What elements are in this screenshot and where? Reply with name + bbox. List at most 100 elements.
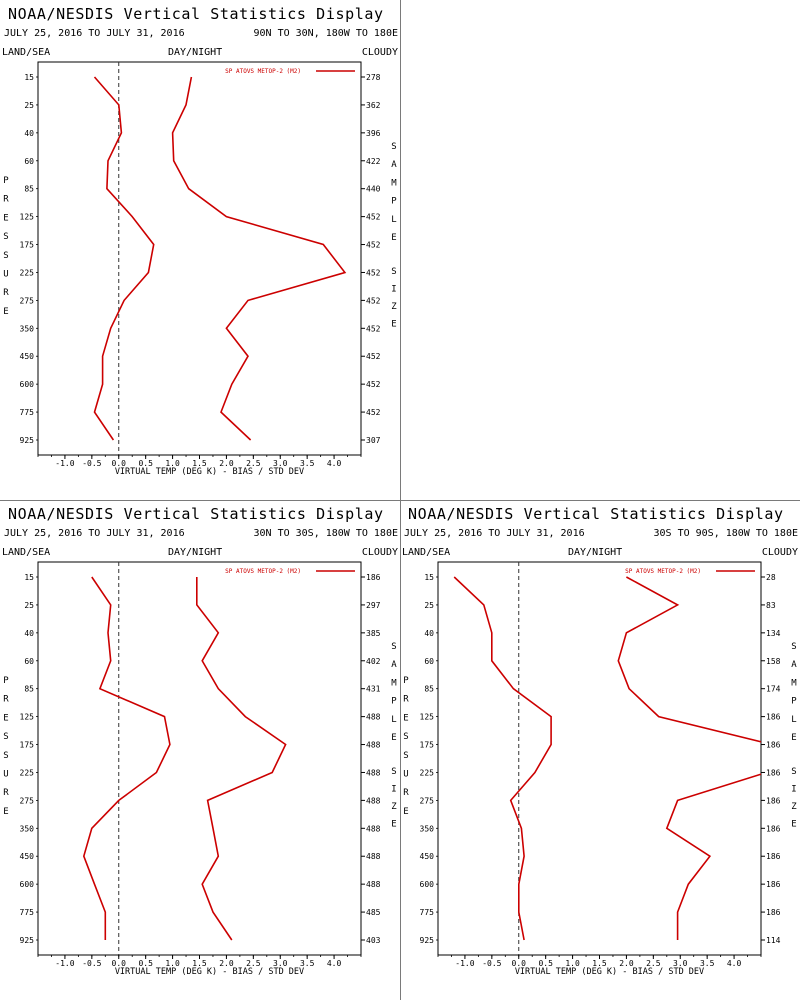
vertical-profile-chart: -1.0 -0.5 0.0 0.5 1.0 1.5 2.0 2.5 3.0 3.5 4.0 VIRTU… [403, 561, 797, 977]
series-line-bias [82, 576, 171, 940]
sample-size-label: 297 [366, 601, 381, 610]
sample-size-label: 422 [366, 157, 381, 166]
legend-label: SP ATOVS METOP-2 (M2) [225, 68, 301, 75]
x-tick-label: 1.0 [565, 959, 580, 968]
x-tick-label: 4.0 [727, 959, 742, 968]
pressure-tick-label: 450 [420, 852, 435, 861]
x-tick-label: 0.0 [512, 959, 527, 968]
pressure-tick-label: 125 [420, 713, 435, 722]
sample-axis-letter: A [391, 660, 397, 670]
sample-size-label: 385 [366, 629, 381, 638]
sample-axis-letter: P [391, 697, 397, 707]
series-line-std-dev [196, 577, 287, 941]
x-tick-label: 2.0 [619, 959, 634, 968]
x-tick-label: 0.0 [112, 459, 127, 468]
sample-size-label: 362 [366, 101, 381, 110]
pressure-tick-label: 450 [20, 852, 35, 861]
panel-title: NOAA/NESDIS Vertical Statistics Display [8, 5, 384, 23]
x-tick-label: 1.5 [192, 459, 207, 468]
land-sea-label: LAND/SEA [2, 47, 51, 58]
sample-size-label: 186 [766, 880, 781, 889]
pressure-axis-letter: R [3, 788, 9, 798]
pressure-tick-label: 600 [20, 380, 35, 389]
x-tick-label: 3.5 [700, 959, 715, 968]
region-label: 90N TO 30N, 180W TO 180E [253, 28, 399, 39]
sample-size-label: 158 [766, 657, 781, 666]
pressure-tick-label: 25 [424, 601, 434, 610]
x-tick-label: 0.5 [138, 959, 153, 968]
sample-axis-letter: P [391, 197, 397, 207]
sample-axis-letter: E [391, 733, 396, 743]
pressure-axis-letter: U [3, 770, 8, 780]
pressure-axis-letter: R [3, 695, 9, 705]
sample-size-label: 488 [366, 852, 381, 861]
pressure-axis-letter: E [3, 213, 8, 223]
sample-axis-letter: S [391, 267, 396, 277]
sample-size-label: 452 [366, 213, 381, 222]
pressure-tick-label: 125 [20, 213, 35, 222]
series-line-std-dev [617, 576, 761, 940]
pressure-axis-letter: E [3, 807, 8, 817]
x-tick-label: 1.5 [592, 959, 607, 968]
pressure-tick-label: 125 [20, 713, 35, 722]
sample-size-label: 452 [366, 268, 381, 277]
pressure-tick-label: 775 [20, 908, 35, 917]
pressure-tick-label: 350 [20, 824, 35, 833]
pressure-tick-label: 175 [420, 741, 435, 750]
pressure-tick-label: 175 [20, 741, 35, 750]
pressure-tick-label: 925 [420, 936, 435, 945]
x-tick-label: 2.0 [219, 459, 234, 468]
pressure-axis-letter: U [403, 770, 408, 780]
pressure-tick-label: 350 [20, 324, 35, 333]
x-tick-label: -1.0 [455, 959, 474, 968]
cloudy-label: CLOUDY [361, 547, 398, 558]
series-line-bias [453, 576, 552, 941]
sample-size-label: 488 [366, 768, 381, 777]
pressure-tick-label: 40 [24, 629, 34, 638]
pressure-tick-label: 925 [20, 436, 35, 445]
pressure-tick-label: 85 [24, 185, 34, 194]
pressure-axis-letter: P [3, 176, 9, 186]
region-label: 30N TO 30S, 180W TO 180E [253, 528, 399, 539]
pressure-tick-label: 350 [420, 824, 435, 833]
x-tick-label: 1.0 [165, 459, 180, 468]
panel-title: NOAA/NESDIS Vertical Statistics Display [8, 505, 384, 523]
sample-size-label: 307 [366, 436, 381, 445]
sample-axis-letter: A [791, 660, 797, 670]
pressure-tick-label: 225 [420, 768, 435, 777]
sample-axis-letter: A [391, 160, 397, 170]
series-line-std-dev [171, 76, 347, 441]
sample-size-label: 186 [766, 796, 781, 805]
date-range: JULY 25, 2016 TO JULY 31, 2016 [4, 28, 185, 39]
sample-axis-letter: M [791, 678, 797, 688]
sample-axis-letter: I [391, 285, 396, 295]
sample-size-label: 488 [366, 796, 381, 805]
sample-axis-letter: E [391, 233, 396, 243]
pressure-tick-label: 275 [20, 796, 35, 805]
pressure-tick-label: 60 [24, 657, 34, 666]
plot-frame [37, 561, 362, 956]
sample-axis-letter: Z [391, 802, 397, 812]
region-label: 30S TO 90S, 180W TO 180E [653, 528, 799, 539]
pressure-tick-label: 40 [24, 129, 34, 138]
sample-size-label: 134 [766, 629, 781, 638]
panel-title: NOAA/NESDIS Vertical Statistics Display [408, 505, 784, 523]
x-tick-label: 1.5 [192, 959, 207, 968]
x-tick-label: 3.5 [300, 459, 315, 468]
horizontal-divider [0, 500, 800, 501]
sample-axis-letter: E [791, 733, 796, 743]
pressure-tick-label: 40 [424, 629, 434, 638]
pressure-axis-letter: R [403, 788, 409, 798]
sample-size-label: 485 [366, 908, 381, 917]
x-tick-label: 3.0 [273, 959, 288, 968]
date-range: JULY 25, 2016 TO JULY 31, 2016 [404, 528, 585, 539]
sample-size-label: 452 [366, 241, 381, 250]
sample-size-label: 452 [366, 324, 381, 333]
sample-size-label: 488 [366, 880, 381, 889]
series-line-bias [93, 76, 155, 441]
sample-size-label: 396 [366, 129, 381, 138]
x-axis-label: VIRTUAL TEMP (DEG K) - BIAS / STD DEV [115, 467, 304, 477]
pressure-axis-letter: S [3, 251, 8, 261]
pressure-tick-label: 925 [20, 936, 35, 945]
empty-panel [401, 0, 800, 500]
